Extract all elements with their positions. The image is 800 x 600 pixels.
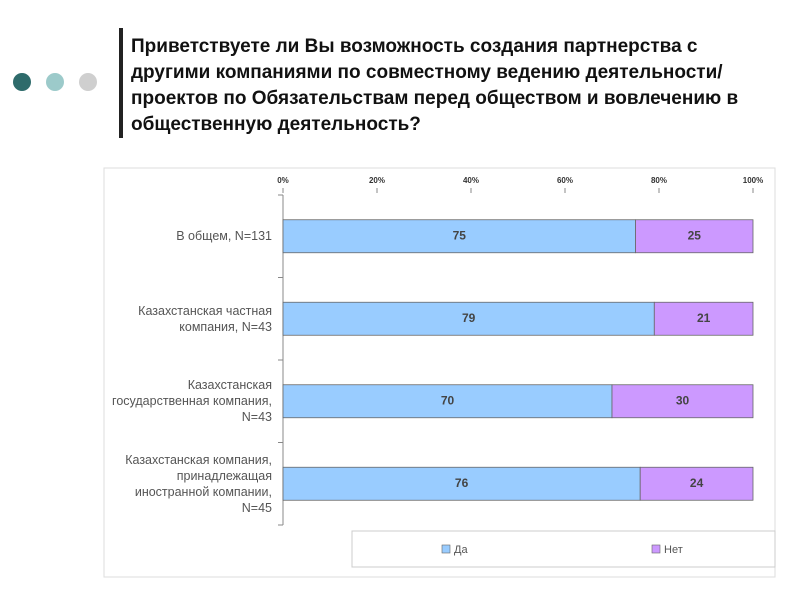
data-label: 21 xyxy=(697,311,711,325)
bar-segment xyxy=(635,219,754,254)
legend-swatch xyxy=(651,544,661,554)
legend-label: Нет xyxy=(664,544,683,556)
data-label: 75 xyxy=(453,228,467,242)
y-tick-label: Казахстанская частная компания, N=43 xyxy=(138,303,272,334)
y-tick-label: Казахстанская компания, принадлежащая ин… xyxy=(125,452,272,515)
legend-swatch xyxy=(441,544,451,554)
bar-segment xyxy=(653,301,754,336)
x-tick-label: 60% xyxy=(557,176,573,185)
legend-box xyxy=(351,530,776,568)
chart-title: Приветствуете ли Вы возможность создания… xyxy=(131,36,739,135)
decor-dot xyxy=(46,73,64,91)
bar-segment xyxy=(282,301,655,336)
decor-dot xyxy=(79,73,97,91)
data-label: 24 xyxy=(690,476,704,490)
data-label: 76 xyxy=(455,476,469,490)
x-tick-label: 0% xyxy=(277,176,289,185)
x-tick-label: 100% xyxy=(743,176,763,185)
legend-label: Да xyxy=(454,544,468,556)
bar-segment xyxy=(282,219,636,254)
decor-dot xyxy=(13,73,31,91)
bar-segment xyxy=(282,466,641,501)
data-label: 25 xyxy=(688,228,702,242)
data-label: 79 xyxy=(462,311,476,325)
x-tick-label: 20% xyxy=(369,176,385,185)
y-tick-label: В общем, N=131 xyxy=(176,229,272,244)
x-tick-label: 80% xyxy=(651,176,667,185)
x-tick-label: 40% xyxy=(463,176,479,185)
title-bar xyxy=(119,28,123,138)
chart-frame xyxy=(103,167,776,578)
bar-segment xyxy=(639,466,754,501)
data-label: 70 xyxy=(441,393,455,407)
bar-segment xyxy=(611,384,754,419)
data-label: 30 xyxy=(676,393,690,407)
y-tick-label: Казахстанская государственная компания, … xyxy=(112,378,272,425)
